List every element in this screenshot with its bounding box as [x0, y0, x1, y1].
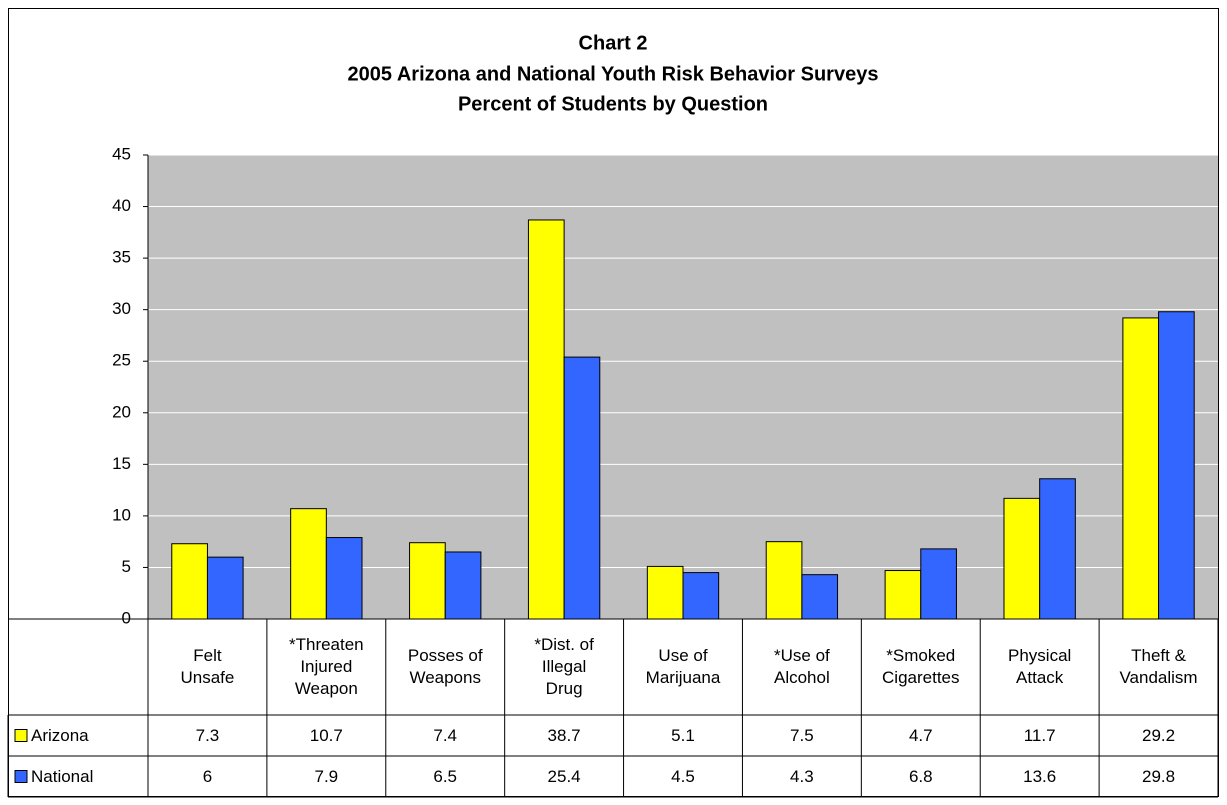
table-value: 13.6	[1023, 766, 1057, 786]
bar	[409, 542, 446, 620]
category-label: Use of Marijuana	[645, 646, 721, 687]
category-label: Posses of Weapons	[407, 646, 483, 687]
bar	[290, 508, 327, 620]
table-value: 6	[202, 766, 213, 786]
table-value: 38.7	[547, 725, 581, 745]
table-value: 4.5	[671, 766, 695, 786]
y-tick-label: 30	[112, 299, 131, 318]
category-label: *Use of Alcohol	[773, 646, 830, 687]
table-value: 7.9	[314, 766, 339, 786]
y-tick-label: 0	[122, 608, 131, 627]
y-tick-label: 5	[122, 557, 131, 576]
legend-key	[14, 729, 28, 742]
table-value: 7.4	[433, 725, 458, 745]
y-tick-label: 25	[112, 351, 131, 370]
category-label: *Threaten Injured Weapon	[288, 635, 364, 698]
bar	[1039, 478, 1076, 620]
table-value: 6.8	[908, 766, 933, 786]
bar	[1003, 497, 1041, 620]
category-label: Theft & Vandalism	[1119, 646, 1198, 687]
bar	[325, 537, 363, 620]
bar	[1122, 317, 1160, 620]
category-label: Physical Attack	[1008, 646, 1072, 687]
bar	[646, 565, 684, 620]
y-tick-label: 35	[112, 248, 131, 267]
table-value: 4.7	[908, 725, 933, 745]
bar	[527, 219, 565, 620]
y-tick-label: 40	[112, 196, 131, 215]
table-value: 6.5	[433, 766, 458, 786]
table-value: 7.5	[790, 725, 814, 745]
y-tick-label: 20	[112, 402, 131, 421]
chart-title: Percent of Students by Question	[458, 93, 768, 115]
bar	[206, 556, 244, 620]
bar	[920, 548, 957, 620]
legend-label: National	[31, 766, 94, 786]
bar	[171, 543, 208, 620]
y-tick-label: 45	[112, 144, 131, 163]
table-value: 10.7	[309, 725, 343, 745]
y-tick-label: 10	[112, 505, 131, 524]
table-value: 5.1	[671, 725, 695, 745]
category-label: Felt Unsafe	[180, 646, 235, 687]
table-value: 7.3	[195, 725, 220, 745]
legend-label: Arizona	[31, 725, 89, 745]
category-label: *Dist. of Illegal Drug	[534, 635, 594, 698]
chart-title: 2005 Arizona and National Youth Risk Beh…	[348, 63, 879, 85]
bar	[801, 574, 839, 620]
chart-title: Chart 2	[579, 32, 648, 54]
bar	[682, 572, 720, 620]
y-tick-label: 15	[112, 454, 131, 473]
bar	[1158, 311, 1195, 620]
category-label: *Smoked Cigarettes	[882, 646, 960, 687]
table-value: 4.3	[790, 766, 814, 786]
bar	[563, 356, 601, 620]
legend-key	[14, 770, 28, 783]
table-value: 25.4	[547, 766, 581, 786]
bar	[765, 541, 803, 620]
table-value: 29.2	[1142, 725, 1176, 745]
bar	[884, 570, 922, 620]
table-value: 29.8	[1142, 766, 1176, 786]
bar	[444, 551, 482, 620]
table-value: 11.7	[1023, 725, 1056, 745]
